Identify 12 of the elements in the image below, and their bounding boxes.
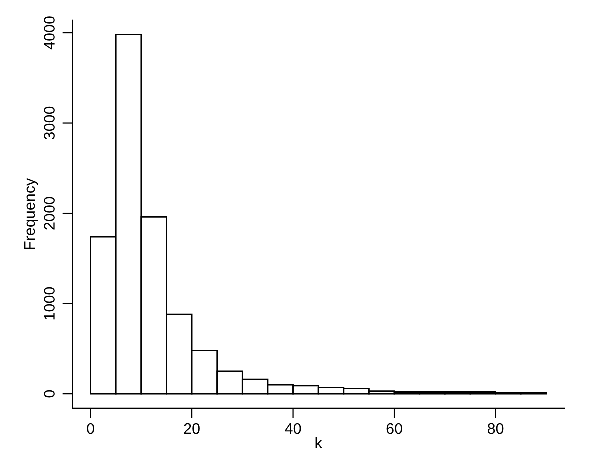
x-axis-title: k — [316, 437, 322, 448]
x-tick-label: 60 — [386, 423, 402, 434]
x-tick-label: 80 — [488, 423, 504, 434]
x-tick-label: 20 — [184, 423, 200, 434]
y-tick-label: 3000 — [44, 106, 55, 140]
y-axis-title: Frequency — [24, 178, 38, 250]
x-tick-label: 40 — [285, 423, 302, 434]
y-tick-label: 1000 — [44, 287, 55, 320]
y-tick-label: 2000 — [44, 197, 55, 230]
y-tick-label: 4000 — [44, 16, 55, 50]
x-tick-label: 0 — [87, 423, 94, 434]
y-tick-label: 0 — [44, 390, 55, 398]
